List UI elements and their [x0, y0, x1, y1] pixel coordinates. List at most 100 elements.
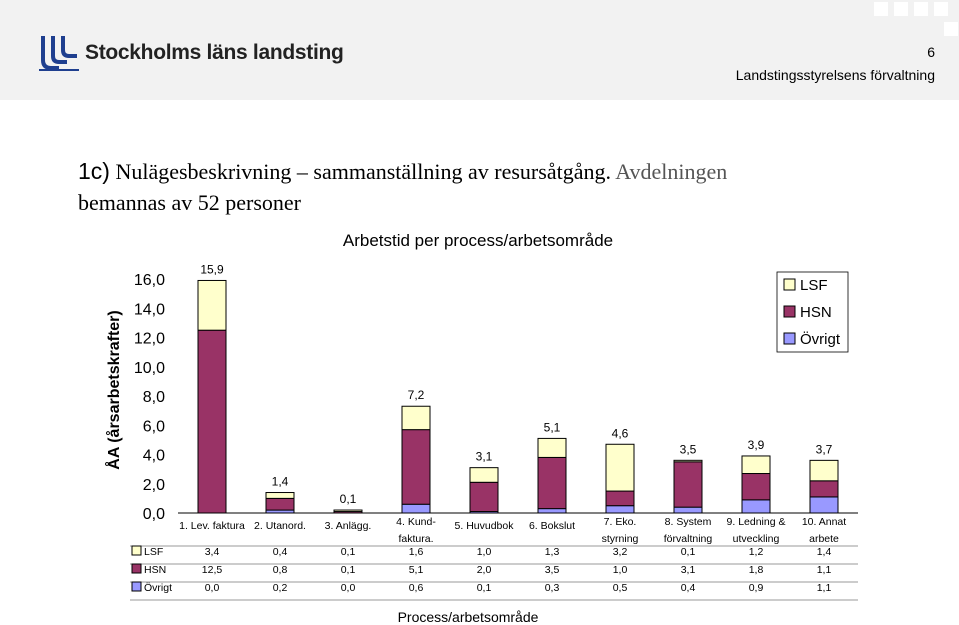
- bar-segment-lsf: [265, 492, 295, 499]
- bar-total-label: 3,9: [748, 438, 765, 452]
- slide-heading: 1c) Nulägesbeskrivning – sammanställning…: [78, 156, 938, 218]
- y-tick-label: 8,0: [143, 389, 165, 406]
- x-tick-label: 7. Eko.: [604, 516, 637, 528]
- x-tick-label: 2. Utanord.: [254, 520, 306, 532]
- x-tick-label: 10. Annat: [802, 516, 846, 528]
- bar-segment-lsf: [673, 459, 703, 463]
- y-tick-label: 6,0: [143, 418, 165, 435]
- logo-text: Stockholms läns landsting: [85, 41, 344, 64]
- table-legend-swatch: [131, 545, 142, 556]
- bar-segment-hsn: [469, 481, 499, 513]
- table-cell: 1,1: [817, 564, 832, 576]
- heading-line2: bemannas av 52 personer: [78, 190, 301, 215]
- bar-segment-lsf: [401, 405, 431, 431]
- table-cell: 1,1: [817, 582, 832, 594]
- y-tick-label: 12,0: [134, 331, 165, 348]
- x-tick-label: 6. Bokslut: [529, 520, 575, 532]
- bar-segment-hsn: [265, 497, 295, 511]
- table-cell: 3,5: [545, 564, 560, 576]
- bar-total-label: 15,9: [200, 262, 224, 276]
- bar-segment-övrigt: [537, 508, 567, 514]
- bar-segment-övrigt: [673, 506, 703, 514]
- heading-rest: Avdelningen: [615, 159, 728, 184]
- bar-segment-lsf: [605, 443, 635, 492]
- bar-total-label: 3,5: [680, 442, 697, 456]
- table-row-header: LSF: [144, 546, 163, 558]
- y-tick-label: 4,0: [143, 448, 165, 465]
- table-cell: 0,0: [205, 582, 220, 594]
- header-bar: Stockholms läns landsting 6 Landstingsst…: [0, 0, 959, 100]
- table-cell: 0,6: [409, 582, 424, 594]
- y-tick-label: 14,0: [134, 301, 165, 318]
- bar-segment-lsf: [197, 279, 227, 331]
- sll-logo-icon: [39, 36, 79, 71]
- table-cell: 0,1: [341, 564, 356, 576]
- table-cell: 3,1: [681, 564, 696, 576]
- bar-segment-övrigt: [809, 496, 839, 514]
- bar-segment-hsn: [741, 473, 771, 501]
- x-tick-label: 4. Kund-: [396, 516, 436, 528]
- x-axis-label: Process/arbetsområde: [398, 609, 539, 625]
- table-cell: 0,1: [341, 546, 356, 558]
- table-cell: 1,6: [409, 546, 424, 558]
- bar-segment-hsn: [673, 461, 703, 508]
- bar-segment-hsn: [605, 490, 635, 507]
- table-cell: 12,5: [202, 564, 223, 576]
- bar-segment-lsf: [741, 455, 771, 475]
- table-cell: 0,9: [749, 582, 764, 594]
- x-tick-label: 1. Lev. faktura: [179, 520, 245, 532]
- bar-segment-hsn: [537, 456, 567, 510]
- x-tick-label: förvaltning: [664, 533, 713, 545]
- bar-total-label: 3,1: [476, 450, 493, 464]
- table-cell: 0,5: [613, 582, 628, 594]
- heading-prefix: 1c): [78, 158, 110, 184]
- legend-label: Övrigt: [800, 330, 841, 348]
- x-tick-label: 8. System: [665, 516, 712, 528]
- table-cell: 0,1: [681, 546, 696, 558]
- logo: Stockholms läns landsting: [37, 34, 344, 72]
- legend-swatch: [783, 305, 796, 318]
- table-cell: 2,0: [477, 564, 492, 576]
- y-tick-label: 2,0: [143, 477, 165, 494]
- bar-segment-lsf: [537, 437, 567, 458]
- decorative-squares: [874, 2, 958, 36]
- table-row-header: HSN: [144, 564, 166, 576]
- department-name: Landstingsstyrelsens förvaltning: [735, 67, 935, 83]
- x-tick-label: faktura.: [398, 533, 433, 545]
- bar-total-label: 3,7: [816, 442, 833, 456]
- legend-swatch: [783, 278, 796, 291]
- table-cell: 0,0: [341, 582, 356, 594]
- table-row-header: Övrigt: [144, 582, 172, 594]
- table-cell: 0,1: [477, 582, 492, 594]
- x-tick-label: 3. Anlägg.: [325, 520, 372, 532]
- y-tick-label: 10,0: [134, 360, 165, 377]
- x-tick-label: styrning: [602, 533, 639, 545]
- legend-label: LSF: [800, 277, 828, 294]
- table-cell: 5,1: [409, 564, 424, 576]
- table-cell: 0,3: [545, 582, 560, 594]
- table-legend-swatch: [131, 581, 142, 592]
- bar-segment-hsn: [197, 329, 227, 514]
- bar-segment-övrigt: [605, 505, 635, 514]
- bar-segment-hsn: [809, 480, 839, 498]
- y-tick-label: 16,0: [134, 272, 165, 289]
- legend-label: HSN: [800, 304, 832, 321]
- table-cell: 1,3: [545, 546, 560, 558]
- chart-title: Arbetstid per process/arbetsområde: [343, 231, 613, 250]
- heading-main: Nulägesbeskrivning – sammanställning av …: [115, 159, 611, 184]
- table-cell: 3,4: [205, 546, 220, 558]
- table-cell: 3,2: [613, 546, 628, 558]
- page-number: 6: [927, 44, 935, 60]
- x-tick-label: 9. Ledning &: [727, 516, 786, 528]
- bar-segment-övrigt: [401, 503, 431, 514]
- table-cell: 0,2: [273, 582, 288, 594]
- y-axis-label: ÅA (årsarbetskrafter): [104, 310, 123, 469]
- table-cell: 1,0: [477, 546, 492, 558]
- bar-segment-övrigt: [741, 499, 771, 514]
- bar-total-label: 7,2: [408, 388, 425, 402]
- x-tick-label: arbete: [809, 533, 839, 545]
- table-cell: 1,8: [749, 564, 764, 576]
- table-cell: 0,4: [681, 582, 696, 594]
- table-cell: 0,8: [273, 564, 288, 576]
